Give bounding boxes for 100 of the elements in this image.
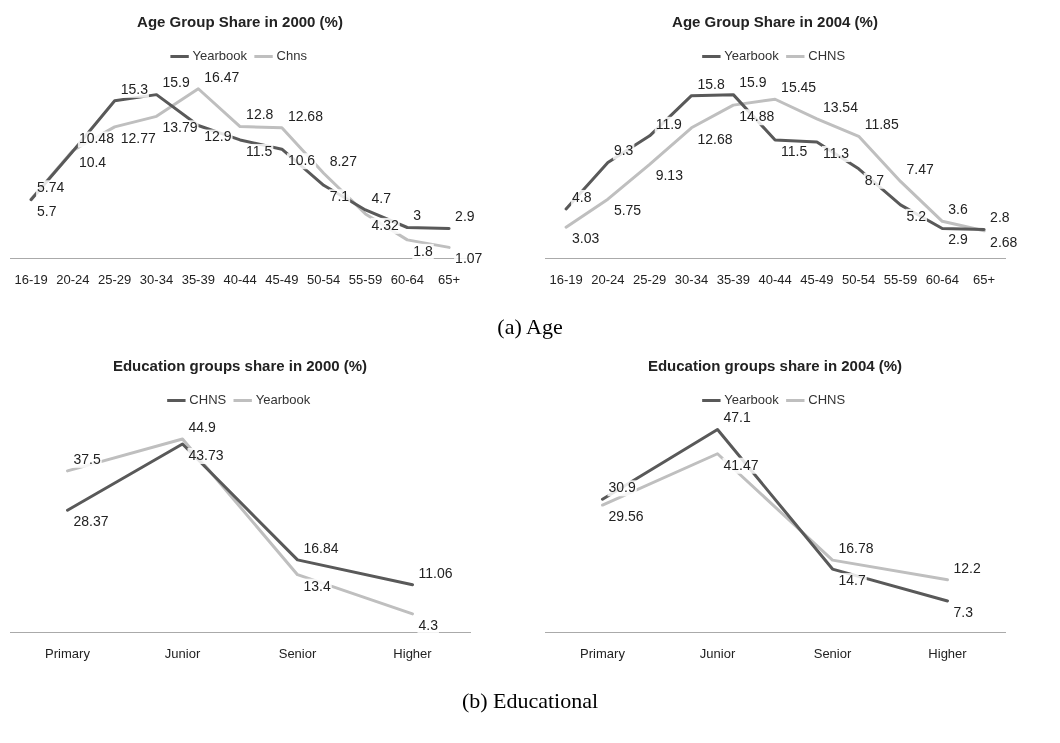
data-label: 4.3 (418, 616, 439, 633)
data-label: 4.8 (572, 188, 592, 205)
x-tick-label: Primary (45, 645, 91, 661)
x-tick-label: 20-24 (56, 271, 90, 287)
data-label: 13.79 (162, 119, 198, 136)
x-tick-label: Senior (813, 645, 852, 661)
x-tick-label: 60-64 (925, 271, 959, 287)
x-tick-label: 50-54 (307, 271, 341, 287)
data-label: 16.47 (204, 68, 240, 85)
data-label: 9.3 (613, 142, 634, 159)
x-tick-label: 60-64 (390, 271, 424, 287)
x-tick-label: Junior (164, 645, 201, 661)
data-label: 14.88 (739, 108, 775, 124)
data-label: 10.48 (78, 130, 115, 147)
data-label: 12.8 (246, 106, 274, 123)
data-label: 12.68 (697, 130, 733, 147)
data-label: 15.8 (697, 75, 725, 92)
data-label: 15.9 (162, 74, 190, 91)
data-label: 11.06 (418, 564, 453, 581)
data-label: 43.73 (188, 446, 224, 463)
data-label: 9.13 (655, 167, 684, 184)
data-label: 5.74 (37, 179, 65, 196)
legend-label: CHNS (808, 392, 846, 408)
data-label: 3 (413, 207, 422, 224)
data-label: 15.9 (739, 74, 767, 91)
data-label: 47.1 (723, 409, 751, 426)
x-tick-label: 16-19 (14, 271, 48, 287)
x-tick-label: 50-54 (842, 271, 876, 287)
data-label: 5.2 (906, 207, 927, 224)
data-label: 10.6 (287, 152, 316, 169)
data-label: 12.2 (953, 559, 981, 576)
x-tick-label: 65+ (973, 271, 996, 287)
text: (b) Educational (460, 687, 600, 715)
data-label: 11.85 (864, 116, 899, 133)
chart-title: Age Group Share in 2004 (%) (672, 13, 878, 31)
data-label: 12.9 (204, 128, 232, 145)
data-label: 13.4 (303, 577, 331, 594)
data-label: 12.68 (287, 107, 324, 124)
data-label: 5.75 (613, 202, 642, 219)
x-tick-label: Primary (580, 645, 626, 661)
chart-title: Education groups share in 2000 (%) (112, 357, 368, 375)
legend-label: Yearbook (724, 392, 780, 408)
data-label: 16.84 (303, 539, 339, 556)
data-label: 14.7 (838, 571, 866, 588)
data-label: 5.7 (37, 202, 57, 219)
x-tick-label: Higher (393, 645, 433, 661)
data-label: 2.9 (455, 208, 475, 225)
data-label: 7.1 (329, 188, 350, 205)
data-label: 7.3 (953, 603, 974, 620)
x-tick-label: 40-44 (758, 271, 792, 287)
data-label: 2.9 (948, 231, 968, 248)
x-tick-label: Senior (278, 645, 317, 661)
data-label: 1.8 (413, 242, 433, 259)
data-label: 10.4 (78, 154, 107, 171)
x-tick-label: 25-29 (633, 271, 667, 287)
data-label: 11.3 (822, 144, 850, 161)
data-label: 16.78 (838, 539, 874, 556)
data-label: 8.27 (329, 153, 358, 170)
data-label: 12.77 (120, 129, 156, 146)
data-label: 41.47 (723, 456, 759, 473)
x-tick-label: Higher (928, 645, 968, 661)
x-tick-label: 35-39 (716, 271, 750, 287)
data-label: 15.3 (120, 80, 149, 97)
data-label: 11.5 (246, 142, 273, 159)
data-label: 13.54 (822, 98, 859, 115)
x-tick-label: 30-34 (139, 271, 174, 287)
legend-label: Yearbook (724, 48, 780, 64)
data-label: 44.9 (188, 418, 216, 435)
text: (a) Age (496, 313, 564, 341)
data-label: 7.47 (906, 161, 934, 178)
data-label: 28.37 (73, 513, 109, 530)
x-tick-label: 45-49 (265, 271, 299, 287)
data-label: 11.5 (781, 142, 808, 159)
data-label: 4.7 (371, 189, 392, 206)
legend-label: Yearbook (255, 392, 311, 408)
data-label: 3.03 (572, 230, 600, 247)
data-label: 11.9 (655, 115, 683, 132)
x-tick-label: 16-19 (549, 271, 583, 287)
x-tick-label: 20-24 (591, 271, 625, 287)
data-label: 1.07 (455, 250, 483, 267)
data-label: 4.32 (371, 216, 399, 233)
legend-label: Yearbook (192, 48, 248, 64)
data-label: 2.68 (990, 233, 1018, 250)
x-tick-label: 45-49 (800, 271, 834, 287)
data-label: 29.56 (608, 507, 644, 524)
x-tick-label: 35-39 (181, 271, 215, 287)
legend-label: Chns (276, 48, 308, 64)
chart-title: Education groups share in 2004 (%) (647, 357, 903, 375)
x-tick-label: Junior (699, 645, 736, 661)
x-tick-label: 55-59 (348, 271, 383, 287)
data-label: 30.9 (608, 479, 636, 496)
x-tick-label: 30-34 (674, 271, 709, 287)
data-label: 37.5 (73, 450, 101, 467)
x-tick-label: 65+ (438, 271, 461, 287)
x-tick-label: 55-59 (883, 271, 918, 287)
legend-label: CHNS (189, 392, 227, 408)
data-label: 8.7 (864, 171, 885, 188)
legend-label: CHNS (808, 48, 846, 64)
x-tick-label: 25-29 (98, 271, 132, 287)
data-label: 2.8 (990, 209, 1010, 226)
